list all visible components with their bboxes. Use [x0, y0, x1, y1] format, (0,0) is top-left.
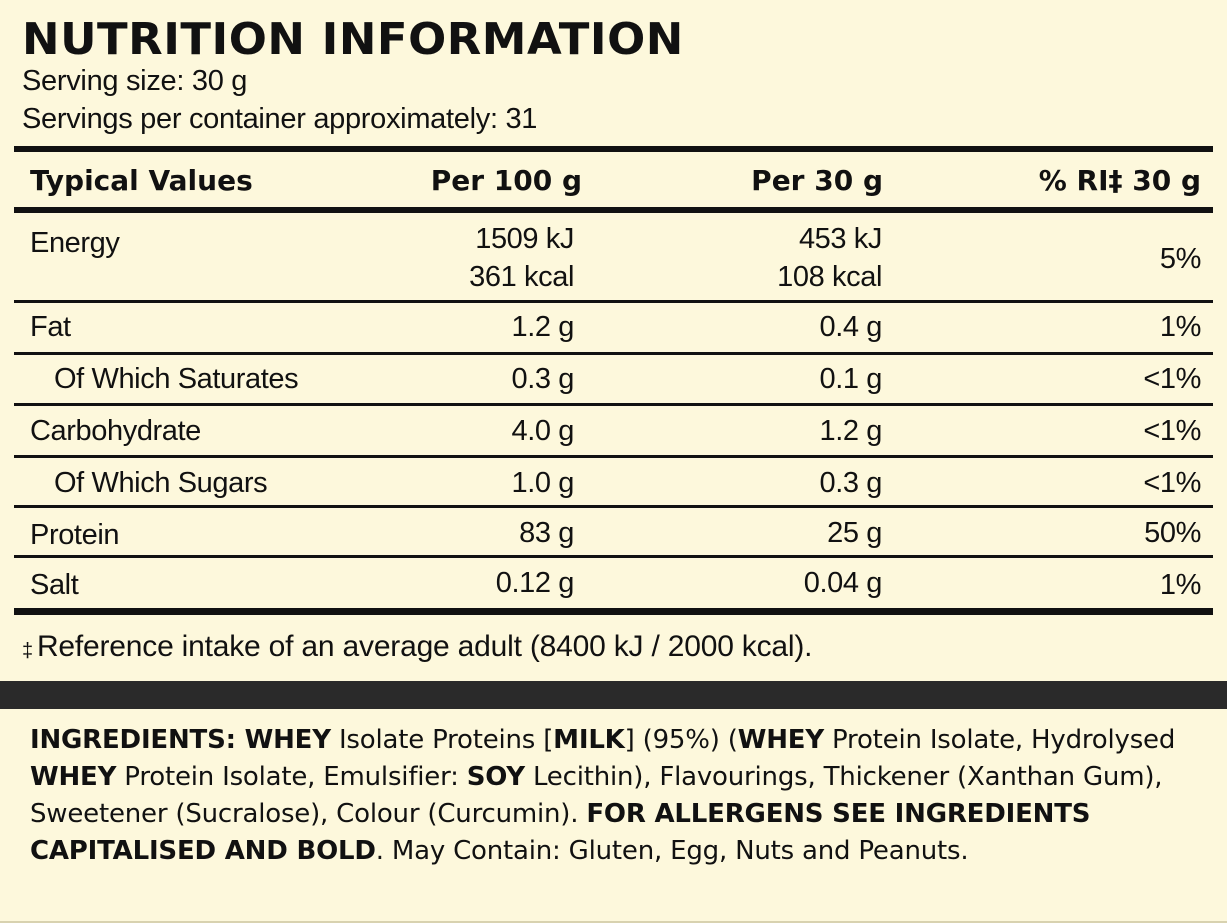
value-per-100g: 1.0 g [511, 467, 575, 499]
footnote-text: Reference intake of an average adult (84… [36, 630, 813, 663]
column-header-per-30g: Per 30 g [751, 164, 883, 197]
separator-band [0, 681, 1227, 709]
value-per-30g: 453 kJ [798, 223, 882, 255]
table-row: Fat 1.2 g 0.4 g 1% [14, 303, 1213, 353]
ingredients-part: . May Contain: Gluten, Egg, Nuts and Pea… [375, 836, 969, 866]
ingredients-part: FOR ALLERGENS SEE INGREDIENTS CAPITALISE… [30, 799, 1091, 866]
value-per-30g: 25 g [827, 517, 882, 549]
value-per-30g: 0.04 g [803, 567, 883, 599]
servings-per-container: Servings per container approximately: 31 [22, 103, 538, 135]
serving-size: Serving size: 30 g [22, 65, 248, 97]
value-per-30g-kcal: 108 kcal [777, 261, 882, 293]
value-per-30g: 1.2 g [819, 415, 883, 447]
ingredients-part: WHEY [30, 762, 117, 792]
row-divider [14, 505, 1213, 508]
table-row: Of Which Saturates 0.3 g 0.1 g <1% [14, 355, 1213, 405]
row-divider [14, 352, 1213, 355]
nutrition-panel: NUTRITION INFORMATION Serving size: 30 g… [14, 14, 1213, 666]
table-row: Salt 0.12 g 0.04 g 1% [14, 558, 1213, 608]
row-divider [14, 455, 1213, 458]
table-row: Of Which Sugars 1.0 g 0.3 g <1% [14, 458, 1213, 508]
ingredients-part: Protein Isolate, Hydrolysed [823, 725, 1176, 755]
value-per-30g: 0.4 g [819, 311, 883, 343]
value-per-100g-kcal: 361 kcal [469, 261, 574, 293]
ingredients-text: INGREDIENTS: WHEY Isolate Proteins [MILK… [30, 722, 1210, 870]
row-divider [14, 403, 1213, 406]
value-per-30g: 0.1 g [819, 363, 883, 395]
value-ri: <1% [1143, 415, 1201, 447]
row-label: Salt [30, 569, 79, 601]
value-ri: <1% [1143, 467, 1201, 499]
row-label: Fat [30, 311, 71, 343]
value-ri: 1% [1159, 311, 1202, 343]
row-label: Carbohydrate [30, 415, 201, 447]
row-divider [14, 555, 1213, 558]
ingredients-part: INGREDIENTS: WHEY [30, 725, 331, 755]
table-row: Energy 1509 kJ 361 kcal 453 kJ 108 kcal … [14, 214, 1213, 300]
table-top-rule [14, 146, 1213, 152]
bottom-edge [0, 921, 1227, 923]
value-per-100g: 83 g [519, 517, 574, 549]
table-row: Carbohydrate 4.0 g 1.2 g <1% [14, 406, 1213, 456]
row-label: Energy [30, 227, 120, 259]
ingredients-part: SOY [466, 762, 525, 792]
row-label: Of Which Sugars [54, 467, 268, 499]
row-label: Of Which Saturates [54, 363, 299, 395]
value-per-100g: 1509 kJ [475, 223, 574, 255]
column-header-ri: % RI‡ 30 g [1038, 164, 1201, 197]
value-ri: <1% [1143, 363, 1201, 395]
ingredients-part: Isolate Proteins [ [330, 725, 554, 755]
column-header-per-100g: Per 100 g [430, 164, 582, 197]
value-ri: 5% [1159, 243, 1202, 275]
reference-intake-footnote: ‡ Reference intake of an average adult (8… [22, 628, 812, 666]
value-per-100g: 0.3 g [511, 363, 575, 395]
column-header-typical-values: Typical Values [30, 164, 253, 197]
value-per-100g: 0.12 g [495, 567, 575, 599]
row-label: Protein [30, 519, 120, 551]
value-ri: 50% [1144, 517, 1201, 549]
value-per-100g: 1.2 g [511, 311, 575, 343]
value-ri: 1% [1159, 569, 1202, 601]
page-title: NUTRITION INFORMATION [22, 14, 684, 65]
ingredients-part: MILK [553, 725, 625, 755]
value-per-30g: 0.3 g [819, 467, 883, 499]
row-divider [14, 300, 1213, 303]
ingredients-part: WHEY [737, 725, 824, 755]
ingredients-part: ] (95%) ( [624, 725, 738, 755]
value-per-100g: 4.0 g [511, 415, 575, 447]
header-rule [14, 207, 1213, 213]
ingredients-part: Lecithin), Flavourings, Thickener (Xanth… [30, 762, 1163, 829]
table-bottom-rule [14, 608, 1213, 615]
ingredients-part: Protein Isolate, Emulsifier: [116, 762, 467, 792]
table-row: Protein 83 g 25 g 50% [14, 508, 1213, 558]
double-dagger-symbol: ‡ [22, 640, 33, 662]
